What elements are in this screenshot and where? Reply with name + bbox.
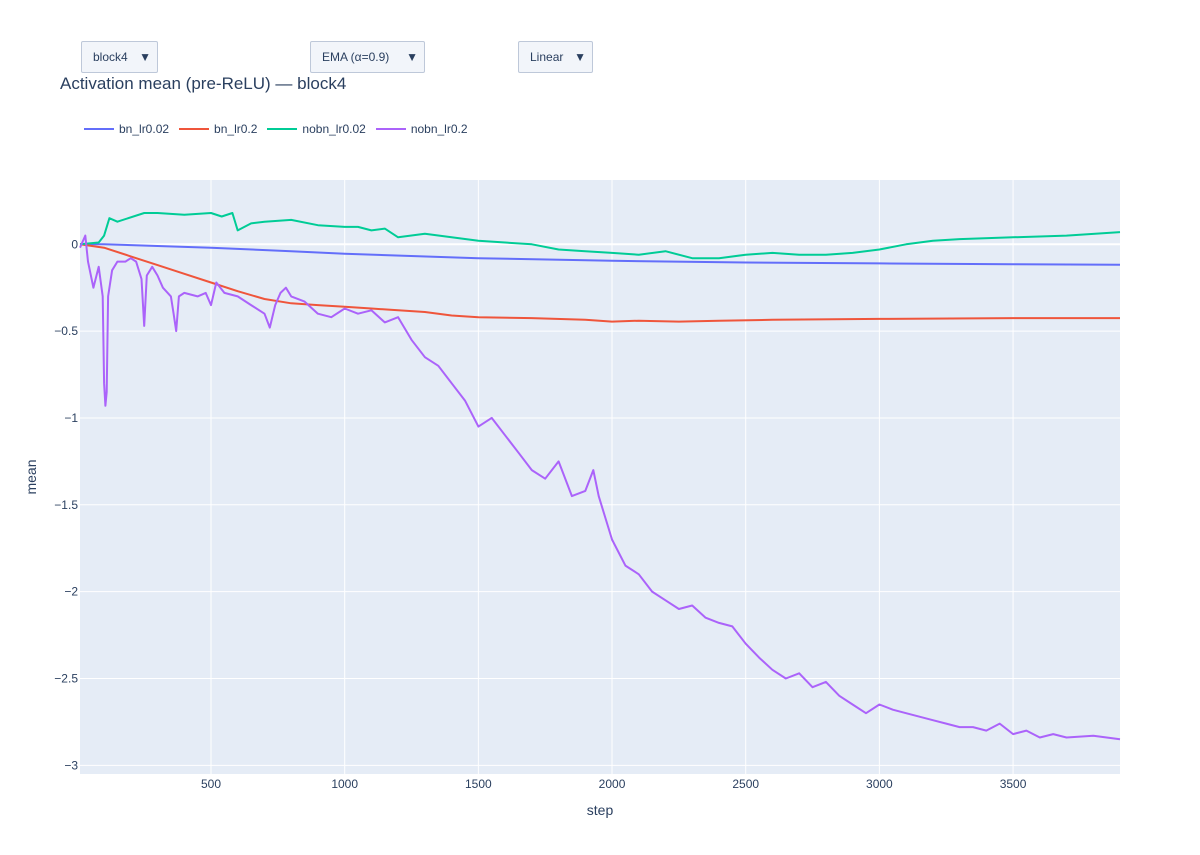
x-tick-label: 2000 bbox=[599, 777, 626, 791]
y-tick-label: −3 bbox=[64, 758, 78, 772]
scale-select[interactable]: Linear ▼ bbox=[518, 41, 593, 73]
smoothing-select[interactable]: EMA (α=0.9) ▼ bbox=[310, 41, 425, 73]
x-tick-label: 1000 bbox=[331, 777, 358, 791]
block-select-value: block4 bbox=[93, 50, 128, 64]
y-axis-label: mean bbox=[23, 459, 39, 494]
series-line-bn_lr0.02 bbox=[80, 243, 1121, 266]
chart-title: Activation mean (pre-ReLU) — block4 bbox=[60, 74, 347, 93]
plot-area bbox=[80, 180, 1120, 774]
series-line-bn_lr0.2 bbox=[79, 243, 1120, 323]
legend-label: nobn_lr0.02 bbox=[302, 122, 366, 136]
legend-label: nobn_lr0.2 bbox=[410, 122, 468, 136]
x-tick-label: 2500 bbox=[732, 777, 759, 791]
y-tick-label: −2 bbox=[64, 585, 78, 599]
series-line-nobn_lr0.2 bbox=[79, 234, 1121, 741]
legend-item-nobn_lr0.02[interactable]: nobn_lr0.02 bbox=[267, 122, 366, 136]
y-tick-label: −1.5 bbox=[54, 498, 78, 512]
block-select[interactable]: block4 ▼ bbox=[81, 41, 158, 73]
chevron-down-icon: ▼ bbox=[406, 50, 418, 64]
legend-swatch bbox=[179, 128, 210, 130]
legend-swatch bbox=[267, 128, 298, 130]
legend-item-nobn_lr0.2[interactable]: nobn_lr0.2 bbox=[375, 122, 468, 136]
x-tick-label: 3500 bbox=[1000, 777, 1027, 791]
legend-swatch bbox=[84, 128, 114, 130]
legend-label: bn_lr0.2 bbox=[214, 122, 258, 136]
chevron-down-icon: ▼ bbox=[139, 50, 151, 64]
y-tick-label: −0.5 bbox=[54, 324, 78, 338]
x-axis-label: step bbox=[587, 802, 614, 818]
series-line-nobn_lr0.02 bbox=[79, 212, 1121, 260]
smoothing-select-value: EMA (α=0.9) bbox=[322, 50, 390, 64]
legend: bn_lr0.02 bn_lr0.2 nobn_lr0.02 nobn_lr0.2 bbox=[84, 122, 478, 136]
legend-label: bn_lr0.02 bbox=[119, 122, 170, 136]
scale-select-value: Linear bbox=[530, 50, 564, 64]
y-tick-label: −2.5 bbox=[54, 671, 78, 685]
x-tick-label: 3000 bbox=[866, 777, 893, 791]
legend-swatch bbox=[375, 128, 406, 130]
y-tick-label: 0 bbox=[71, 237, 78, 251]
legend-item-bn_lr0.02[interactable]: bn_lr0.02 bbox=[84, 122, 169, 136]
chevron-down-icon: ▼ bbox=[574, 50, 586, 64]
x-tick-label: 500 bbox=[201, 777, 221, 791]
x-tick-label: 1500 bbox=[465, 777, 492, 791]
legend-item-bn_lr0.2[interactable]: bn_lr0.2 bbox=[179, 122, 257, 136]
y-tick-label: −1 bbox=[64, 411, 78, 425]
